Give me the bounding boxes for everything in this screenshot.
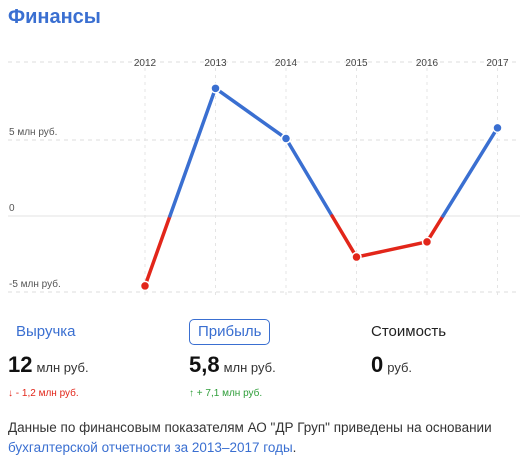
metric-revenue-value: 12 xyxy=(8,352,33,377)
x-tick-label: 2013 xyxy=(204,58,227,69)
series-segment xyxy=(213,86,288,141)
y-tick-label: 5 млн руб. xyxy=(9,126,57,138)
profit-change: ↑ + 7,1 млн руб. xyxy=(189,388,263,399)
y-tick-label: 0 xyxy=(9,203,15,214)
metric-value-value: 0 xyxy=(371,352,384,377)
finance-line-chart: 5 млн руб. 0 -5 млн руб. 2012 2013 2014 2015 20… xyxy=(8,58,520,296)
series-segment xyxy=(354,240,429,259)
series-segment xyxy=(441,126,500,218)
series-segment xyxy=(168,86,218,218)
note-text: Данные по финансовым показателям АО "ДР … xyxy=(8,420,492,435)
data-point xyxy=(139,280,151,292)
series-segment xyxy=(143,214,172,288)
y-tick-label: -5 млн руб. xyxy=(9,278,61,290)
x-tick-label: 2015 xyxy=(345,58,368,69)
revenue-change: ↓ - 1,2 млн руб. xyxy=(8,388,79,399)
metric-revenue: 12 млн руб. xyxy=(8,352,89,378)
note-end: . xyxy=(292,440,297,455)
metric-revenue-unit: млн руб. xyxy=(36,360,89,375)
data-point xyxy=(351,251,362,263)
tab-value[interactable]: Стоимость xyxy=(371,323,447,340)
x-tick-label: 2016 xyxy=(416,58,439,69)
data-source-note: Данные по финансовым показателям АО "ДР … xyxy=(8,418,518,458)
series-segment xyxy=(330,214,359,259)
metric-profit-value: 5,8 xyxy=(189,352,220,377)
metric-profit-unit: млн руб. xyxy=(223,360,276,375)
metric-profit: 5,8 млн руб. xyxy=(189,352,276,378)
data-point xyxy=(280,133,292,144)
data-point xyxy=(421,236,433,248)
x-tick-label: 2012 xyxy=(134,58,157,69)
x-tick-label: 2014 xyxy=(275,58,298,69)
data-point xyxy=(492,122,503,134)
tab-revenue[interactable]: Выручка xyxy=(16,323,76,340)
data-point xyxy=(210,83,221,94)
accounting-link[interactable]: бухгалтерской отчетности за 2013–2017 го… xyxy=(8,440,293,455)
section-title: Финансы xyxy=(8,6,101,28)
tab-profit[interactable]: Прибыль xyxy=(189,319,271,345)
series-segment xyxy=(284,136,334,218)
x-tick-label: 2017 xyxy=(486,58,509,69)
metric-value: 0 руб. xyxy=(371,352,412,378)
metric-value-unit: руб. xyxy=(387,360,413,375)
